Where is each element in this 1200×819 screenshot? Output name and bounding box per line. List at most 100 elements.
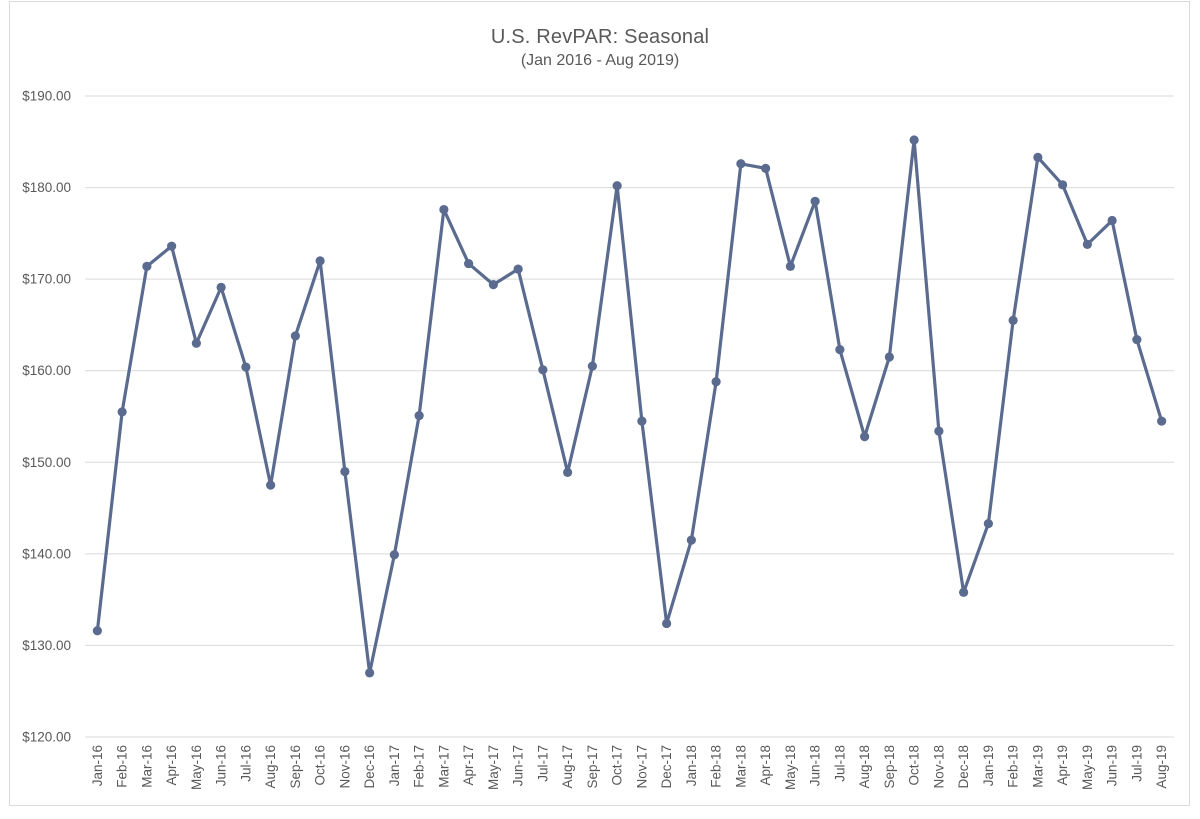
data-point-marker (414, 410, 424, 421)
data-point-marker (315, 256, 325, 266)
data-point-marker (662, 618, 672, 629)
data-point-marker (934, 426, 944, 436)
x-tick-label: Mar-19 (1030, 745, 1045, 788)
data-point-marker (835, 345, 845, 355)
data-point-marker (785, 261, 795, 271)
data-point-marker (538, 365, 548, 375)
x-tick-label: Sep-16 (288, 745, 303, 789)
x-tick-label: Apr-19 (1055, 745, 1070, 786)
x-tick-label: Oct-16 (313, 745, 328, 786)
data-point-marker (1008, 315, 1018, 325)
data-point-marker (637, 416, 647, 426)
x-tick-label: Feb-17 (412, 745, 427, 788)
x-tick-label: Dec-17 (659, 745, 674, 789)
y-tick-label: $140.00 (22, 546, 71, 561)
x-tick-label: May-18 (783, 745, 798, 790)
data-point-marker (959, 587, 969, 597)
data-point-marker (290, 331, 300, 341)
data-point-marker (909, 135, 919, 145)
data-point-marker (439, 204, 449, 215)
x-tick-label: Mar-17 (436, 745, 451, 788)
x-tick-label: Apr-16 (164, 745, 179, 786)
x-tick-label: Mar-18 (733, 745, 748, 788)
x-tick-label: Jul-17 (535, 745, 550, 782)
data-point-marker (142, 261, 152, 271)
data-point-marker (1157, 416, 1167, 426)
x-tick-label: Nov-16 (337, 745, 352, 789)
data-point-marker (612, 181, 622, 191)
x-tick-label: Aug-18 (857, 745, 872, 789)
x-tick-label: Nov-17 (634, 745, 649, 789)
series-line (95, 138, 1164, 675)
x-tick-label: Dec-18 (956, 745, 971, 789)
x-tick-label: Jan-17 (387, 745, 402, 786)
chart-frame (9, 1, 1190, 806)
data-point-marker (167, 241, 177, 251)
x-tick-label: Feb-19 (1006, 745, 1021, 788)
data-point-marker (686, 535, 696, 545)
chart-subtitle: (Jan 2016 - Aug 2019) (520, 52, 680, 69)
x-tick-label: Jul-16 (238, 745, 253, 782)
data-point-marker (389, 550, 399, 560)
x-tick-label: Nov-18 (931, 745, 946, 789)
y-tick-label: $120.00 (22, 730, 71, 745)
x-tick-label: Jul-18 (832, 745, 847, 782)
data-point-marker (587, 361, 597, 371)
data-point-marker (1082, 239, 1092, 249)
x-tick-label: May-19 (1080, 745, 1095, 790)
y-tick-label: $150.00 (22, 455, 71, 470)
data-point-marker (983, 519, 993, 529)
data-point-marker (1033, 152, 1043, 162)
y-tick-label: $190.00 (22, 89, 71, 104)
data-point-marker (117, 407, 127, 417)
x-tick-label: Feb-16 (115, 745, 130, 788)
data-point-marker (513, 264, 523, 274)
y-tick-label: $130.00 (22, 638, 71, 653)
x-tick-label: Jan-18 (684, 745, 699, 786)
x-tick-label: Mar-16 (139, 745, 154, 788)
data-point-marker (92, 626, 102, 636)
x-tick-label: Dec-16 (362, 745, 377, 789)
data-point-marker (1058, 180, 1068, 190)
data-point-marker (563, 467, 573, 477)
x-tick-label: Jun-18 (808, 745, 823, 786)
data-point-marker (761, 163, 771, 173)
data-point-marker (340, 466, 350, 477)
x-tick-label: Apr-17 (461, 745, 476, 786)
x-tick-label: Aug-17 (560, 745, 575, 789)
x-tick-label: May-17 (486, 745, 501, 790)
y-tick-label: $170.00 (22, 272, 71, 287)
x-tick-label: Oct-17 (610, 745, 625, 786)
x-tick-label: Jul-19 (1129, 745, 1144, 782)
data-point-marker (884, 352, 894, 362)
data-point-marker (216, 282, 226, 292)
data-point-marker (736, 159, 746, 169)
y-tick-label: $160.00 (22, 363, 71, 378)
data-point-marker (365, 668, 375, 678)
x-tick-label: Aug-19 (1154, 745, 1169, 789)
x-tick-label: Sep-17 (585, 745, 600, 789)
x-tick-label: Oct-18 (907, 745, 922, 786)
x-tick-label: Jan-16 (90, 745, 105, 786)
chart-title: U.S. RevPAR: Seasonal (490, 26, 710, 48)
x-tick-label: Jun-16 (214, 745, 229, 786)
data-point-marker (810, 196, 820, 206)
x-tick-label: Feb-18 (709, 745, 724, 788)
data-point-marker (1107, 215, 1117, 226)
x-tick-label: Sep-18 (882, 745, 897, 789)
x-tick-label: Jun-19 (1105, 745, 1120, 786)
data-point-marker (464, 258, 474, 269)
x-tick-label: Apr-18 (758, 745, 773, 786)
data-point-marker (488, 280, 498, 290)
data-point-marker (860, 432, 870, 442)
data-point-marker (266, 480, 276, 490)
x-tick-label: Jan-19 (981, 745, 996, 786)
data-point-marker (191, 338, 201, 348)
x-tick-label: Aug-16 (263, 745, 278, 789)
x-tick-label: May-16 (189, 745, 204, 790)
y-tick-label: $180.00 (22, 180, 71, 195)
data-point-marker (241, 362, 251, 372)
x-tick-label: Jun-17 (511, 745, 526, 786)
data-point-marker (1132, 334, 1142, 345)
